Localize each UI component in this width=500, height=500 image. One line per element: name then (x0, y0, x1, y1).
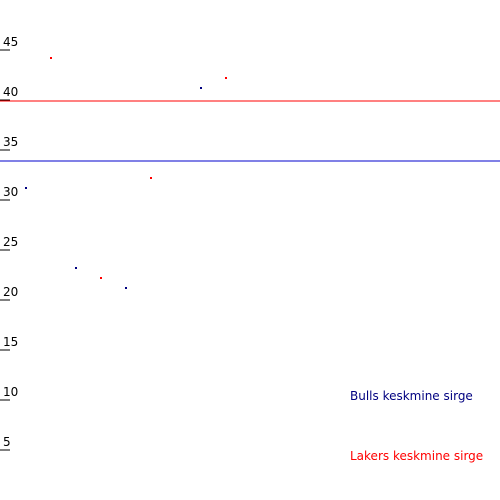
y-axis-ticks: 45 40 35 30 25 20 15 10 5 (0, 35, 18, 451)
legend: Bulls keskmine sirge Lakers keskmine sir… (350, 389, 483, 463)
y-tick-label: 40 (3, 85, 18, 99)
y-tick-label: 35 (3, 135, 18, 149)
legend-lakers-average: Lakers keskmine sirge (350, 449, 483, 463)
data-point-lakers (100, 277, 102, 279)
data-point-bulls (75, 267, 77, 269)
y-tick-label: 20 (3, 285, 18, 299)
y-tick-label: 5 (3, 435, 11, 449)
y-tick-label: 10 (3, 385, 18, 399)
y-tick-label: 45 (3, 35, 18, 49)
data-point-lakers (225, 77, 227, 79)
data-point-bulls (25, 187, 27, 189)
data-points (25, 57, 227, 289)
data-point-lakers (50, 57, 52, 59)
data-point-bulls (125, 287, 127, 289)
y-tick-label: 15 (3, 335, 18, 349)
y-tick-label: 30 (3, 185, 18, 199)
data-point-bulls (200, 87, 202, 89)
data-point-lakers (150, 177, 152, 179)
average-lines (0, 100, 500, 162)
legend-bulls-average: Bulls keskmine sirge (350, 389, 473, 403)
y-tick-label: 25 (3, 235, 18, 249)
